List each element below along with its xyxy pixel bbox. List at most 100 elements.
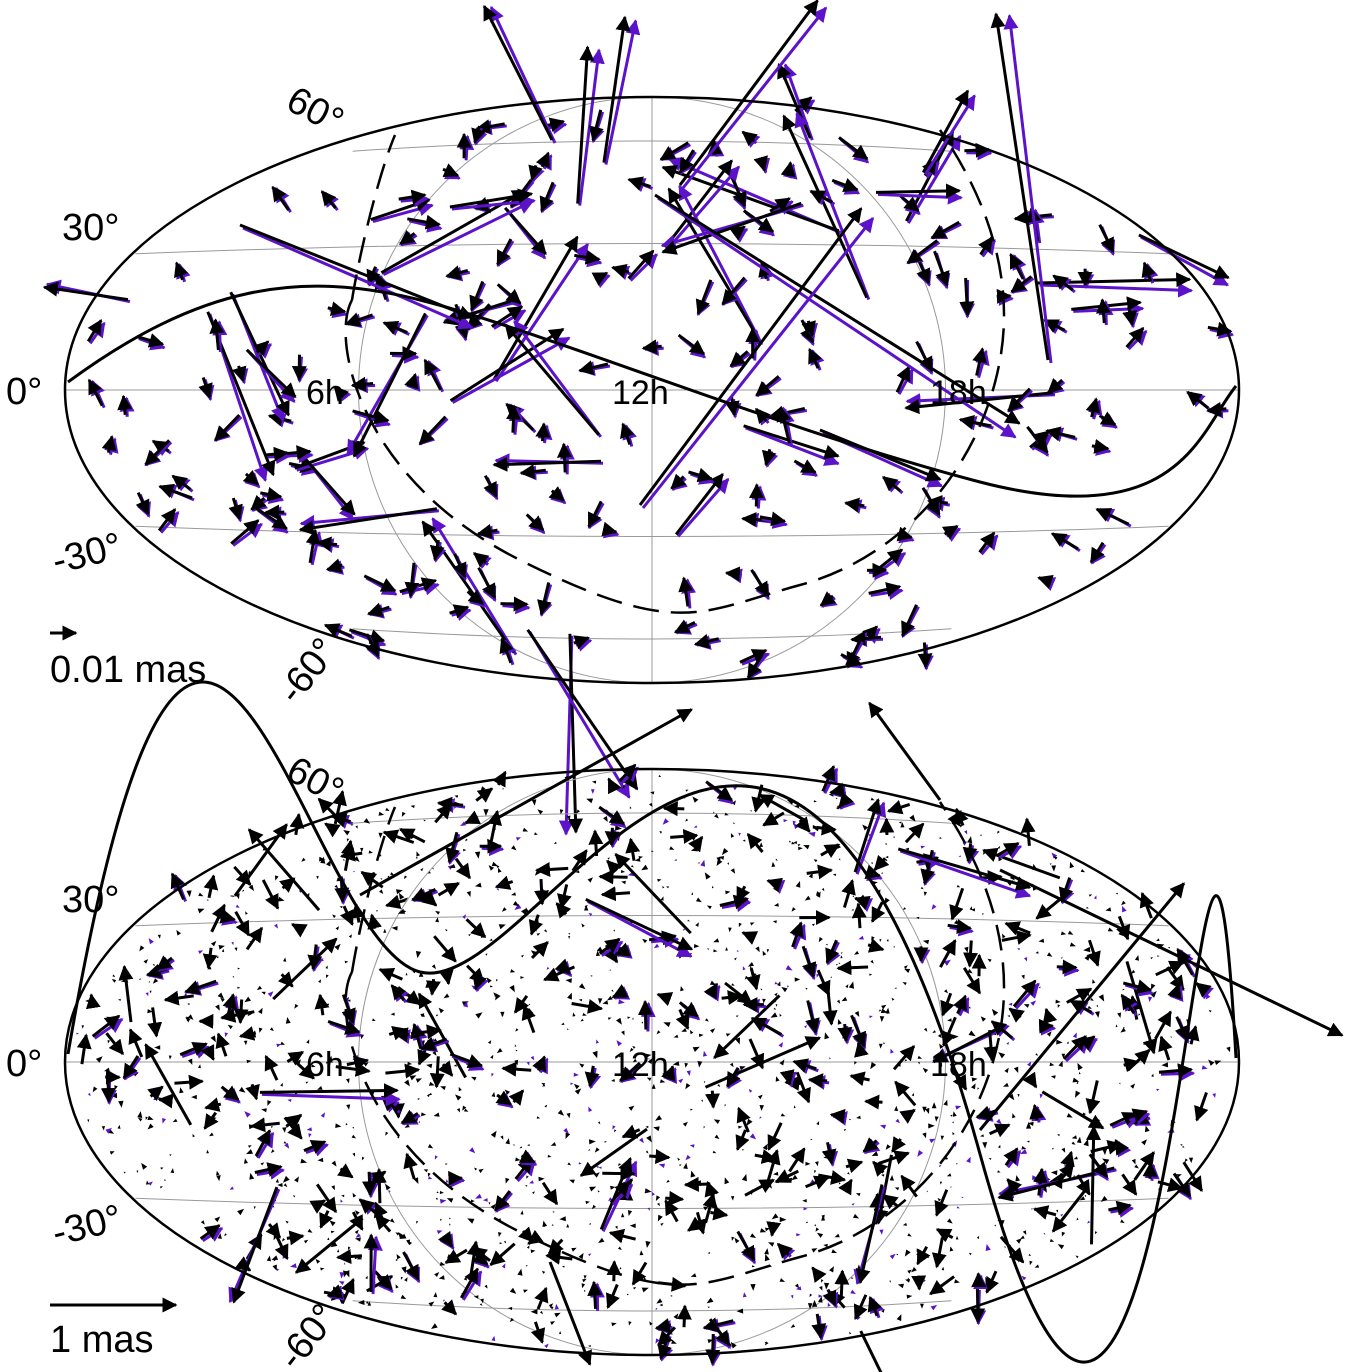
vector-dot xyxy=(680,986,684,992)
vector-arrow xyxy=(1037,574,1054,590)
vector-dot xyxy=(690,1108,693,1111)
vector-dot xyxy=(471,1076,477,1081)
vector-arrow xyxy=(272,937,338,1001)
vector-dot xyxy=(878,1043,883,1049)
vector-arrow xyxy=(990,12,1050,361)
vector-dot xyxy=(1088,894,1093,897)
vector-dot xyxy=(401,811,406,817)
vector-dot xyxy=(1016,1238,1022,1244)
vector-dot xyxy=(95,1056,103,1063)
vector-arrow xyxy=(708,1318,731,1347)
vector-arrow xyxy=(584,1065,600,1088)
vector-arrow xyxy=(670,473,687,490)
vector-dot xyxy=(603,816,608,822)
vector-arrow xyxy=(289,812,305,836)
vector-dot xyxy=(759,1105,764,1111)
vector-dot xyxy=(146,1180,150,1185)
vector-dot xyxy=(742,1292,747,1298)
vector-dot xyxy=(656,1298,663,1304)
vector-dot xyxy=(218,945,225,950)
vector-dot xyxy=(586,798,594,804)
vector-arrow xyxy=(136,333,165,348)
vector-dot xyxy=(112,974,116,978)
vector-dot xyxy=(611,1322,617,1327)
vector-dot xyxy=(688,1001,694,1008)
vector-arrow xyxy=(1045,426,1076,442)
vector-dot xyxy=(415,1078,422,1083)
bottom-vector-field xyxy=(76,701,1344,1372)
vector-arrow xyxy=(290,922,308,938)
vector-dot xyxy=(496,979,498,982)
vector-dot xyxy=(537,809,544,815)
vector-dot xyxy=(1056,1039,1063,1045)
vector-arrow xyxy=(702,1317,734,1332)
vector-dot xyxy=(646,1077,652,1081)
vector-dot xyxy=(199,1053,203,1057)
vector-dot xyxy=(490,1054,494,1059)
vector-dot xyxy=(615,1225,618,1230)
vector-dot xyxy=(573,1072,579,1077)
vector-dot xyxy=(423,819,426,822)
vector-dot xyxy=(221,948,225,953)
vector-dot xyxy=(521,954,524,958)
vector-dot xyxy=(838,1182,841,1185)
vector-dot xyxy=(1122,905,1127,913)
vector-dot xyxy=(267,1100,272,1106)
vector-dot xyxy=(805,1221,808,1224)
vector-dot xyxy=(619,1267,622,1270)
vector-dot xyxy=(1107,927,1114,932)
vector-dot xyxy=(725,890,731,895)
vector-dot xyxy=(889,1175,894,1181)
vector-arrow xyxy=(978,236,994,256)
vector-dot xyxy=(1055,999,1061,1004)
vector-arrow xyxy=(1091,438,1110,454)
vector-arrow xyxy=(209,318,225,351)
vector-dot xyxy=(588,912,593,917)
vector-dot xyxy=(681,1028,687,1032)
vector-dot xyxy=(504,1089,510,1095)
vector-dot xyxy=(339,906,343,909)
vector-dot xyxy=(909,814,916,822)
vector-dot xyxy=(596,1166,599,1168)
vector-arrow xyxy=(1098,411,1117,426)
vector-dot xyxy=(530,1249,536,1254)
vector-arrow xyxy=(721,990,743,1006)
vector-dot xyxy=(410,805,415,809)
vector-dot xyxy=(906,1277,909,1282)
vector-dot xyxy=(285,1017,291,1024)
vector-dot xyxy=(482,1198,488,1202)
vector-dot xyxy=(679,1164,682,1167)
vector-arrow xyxy=(541,1181,559,1206)
vector-dot xyxy=(803,1207,808,1211)
vector-arrow xyxy=(641,217,875,509)
vector-arrow xyxy=(996,842,1020,857)
vector-dot xyxy=(147,1115,154,1120)
vector-dot xyxy=(795,1286,802,1291)
vector-arrow xyxy=(1058,877,1074,903)
vector-dot xyxy=(418,971,424,977)
vector-arrow xyxy=(1098,300,1114,326)
vector-arrow xyxy=(471,125,486,144)
vector-dot xyxy=(671,1339,677,1344)
vector-dot xyxy=(724,1177,730,1185)
vector-dot xyxy=(318,979,322,983)
vector-arrow xyxy=(705,780,734,802)
vector-dot xyxy=(186,1016,191,1022)
vector-dot xyxy=(629,1223,636,1229)
vector-dot xyxy=(544,1343,549,1349)
vector-dot xyxy=(567,1162,572,1166)
vector-dot xyxy=(548,1303,554,1308)
vector-arrow xyxy=(105,1032,125,1056)
vector-dot xyxy=(229,1186,234,1190)
vector-dot xyxy=(550,1142,557,1146)
vector-arrow xyxy=(678,1001,699,1018)
vector-dot xyxy=(713,938,720,943)
vector-dot xyxy=(540,1310,543,1315)
vector-dot xyxy=(694,944,700,949)
vector-dot xyxy=(593,1172,600,1178)
vector-arrow xyxy=(1166,966,1185,992)
vector-dot xyxy=(216,1170,220,1176)
vector-dot xyxy=(682,1121,688,1127)
vector-arrow xyxy=(673,619,696,634)
vector-dot xyxy=(1117,1012,1122,1018)
